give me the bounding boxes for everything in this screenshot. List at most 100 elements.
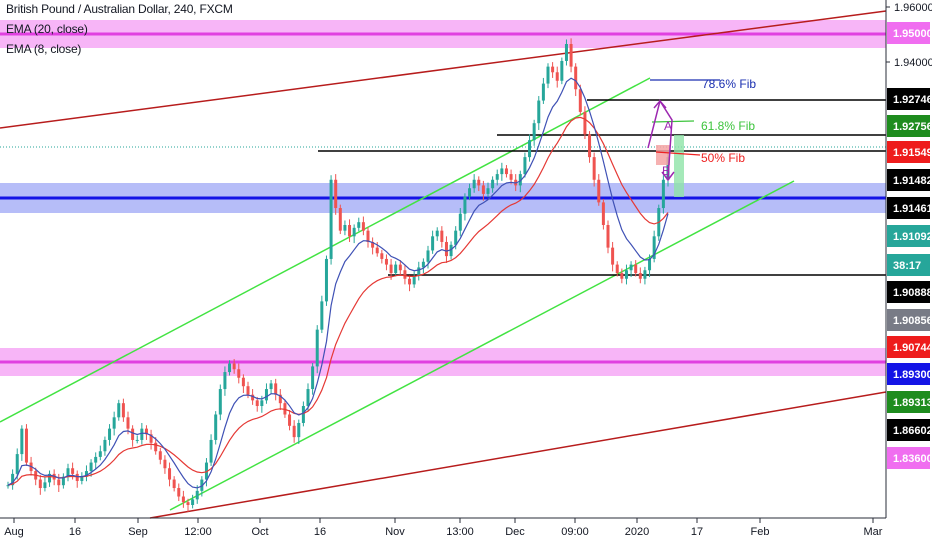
candle-body <box>486 188 490 194</box>
candle-body <box>380 253 384 259</box>
candle-body <box>532 123 536 141</box>
price-label: 1.92746 <box>893 94 932 106</box>
price-label: 1.83600 <box>893 453 932 465</box>
candle-body <box>421 261 425 268</box>
candle-body <box>569 44 573 67</box>
time-tick-label: 2020 <box>625 526 649 538</box>
fib-50-line <box>655 151 701 156</box>
candle-body <box>140 428 144 440</box>
candle-body <box>112 417 116 429</box>
price-label-box <box>887 336 930 358</box>
time-tick-label: 13:00 <box>446 526 474 538</box>
candle-body <box>366 230 370 242</box>
candle-body <box>43 482 47 489</box>
candle-body <box>246 386 250 395</box>
candle-body <box>311 366 315 390</box>
price-label-box <box>887 141 930 163</box>
candle-body <box>121 403 125 418</box>
candle-body <box>223 372 227 390</box>
candle-body <box>500 168 504 175</box>
candle-body <box>357 222 361 228</box>
time-tick-label: Aug <box>4 526 24 538</box>
candle-body <box>551 66 555 73</box>
candle-body <box>629 264 633 271</box>
candle-body <box>274 383 278 395</box>
fib-618-line <box>651 120 695 123</box>
candle-body <box>75 473 79 481</box>
candle-body <box>292 425 296 438</box>
candle-body <box>154 442 158 452</box>
candle-body <box>440 230 444 242</box>
candle-body <box>648 258 652 271</box>
candle-body <box>417 267 421 276</box>
candle-body <box>315 329 319 367</box>
candle-body <box>251 394 255 401</box>
candle-body <box>394 264 398 274</box>
candle-body <box>643 270 647 279</box>
candle-body <box>84 471 88 477</box>
candle-body <box>6 485 10 487</box>
price-label-box <box>887 363 930 385</box>
candle-body <box>495 174 499 180</box>
price-label-box <box>887 88 930 110</box>
candle-body <box>408 278 412 285</box>
upper-trendline <box>0 10 887 129</box>
stop-zone <box>656 145 670 165</box>
time-tick-label: Mar <box>864 526 883 538</box>
pattern-label-B: B <box>662 164 670 178</box>
candle-body <box>288 414 292 426</box>
fib-label-0: 78.6% Fib <box>702 77 756 91</box>
candle-body <box>214 414 218 440</box>
candle-body <box>306 389 310 407</box>
candle-body <box>652 236 656 259</box>
time-tick-label: Nov <box>385 526 405 538</box>
candle-body <box>624 270 628 279</box>
candle-body <box>255 400 259 407</box>
candle-body <box>449 244 453 257</box>
price-label-box <box>887 169 930 191</box>
candle-body <box>343 225 347 231</box>
candle-body <box>228 363 232 373</box>
candle-body <box>334 179 338 209</box>
candle-body <box>158 451 162 460</box>
candle-body <box>94 456 98 463</box>
candle-body <box>278 394 282 404</box>
candle-body <box>412 275 416 285</box>
pattern-arrow-down <box>661 171 675 182</box>
candle-body <box>518 174 522 186</box>
candle-body <box>163 459 167 469</box>
candle-body <box>523 157 527 175</box>
candle-body <box>204 462 208 480</box>
candle-body <box>597 179 601 203</box>
price-label: 1.91482 <box>893 175 932 187</box>
candle-body <box>20 428 24 455</box>
candle-body <box>588 134 592 158</box>
candle-body <box>181 496 185 503</box>
candle-body <box>338 208 342 231</box>
candle-body <box>435 230 439 237</box>
candle-body <box>126 417 130 429</box>
candle-body <box>232 363 236 370</box>
lower-trendline <box>149 391 887 519</box>
candle-body <box>560 60 564 81</box>
candle-body <box>195 490 199 500</box>
candle-body <box>481 185 485 194</box>
time-tick-label: Oct <box>251 526 268 538</box>
candle-body <box>431 236 435 251</box>
candle-body <box>564 44 568 61</box>
price-label-box <box>887 281 930 303</box>
candle-body <box>177 488 181 497</box>
candle-body <box>592 157 596 180</box>
candle-body <box>546 66 550 84</box>
candle-body <box>80 476 84 481</box>
price-label-box <box>887 197 930 219</box>
candle-body <box>320 301 324 330</box>
candle-body <box>384 258 388 265</box>
candle-body <box>634 264 638 274</box>
candle-body <box>264 389 268 401</box>
candle-body <box>491 179 495 189</box>
channel-lower <box>169 180 795 511</box>
candle-body <box>574 66 578 90</box>
